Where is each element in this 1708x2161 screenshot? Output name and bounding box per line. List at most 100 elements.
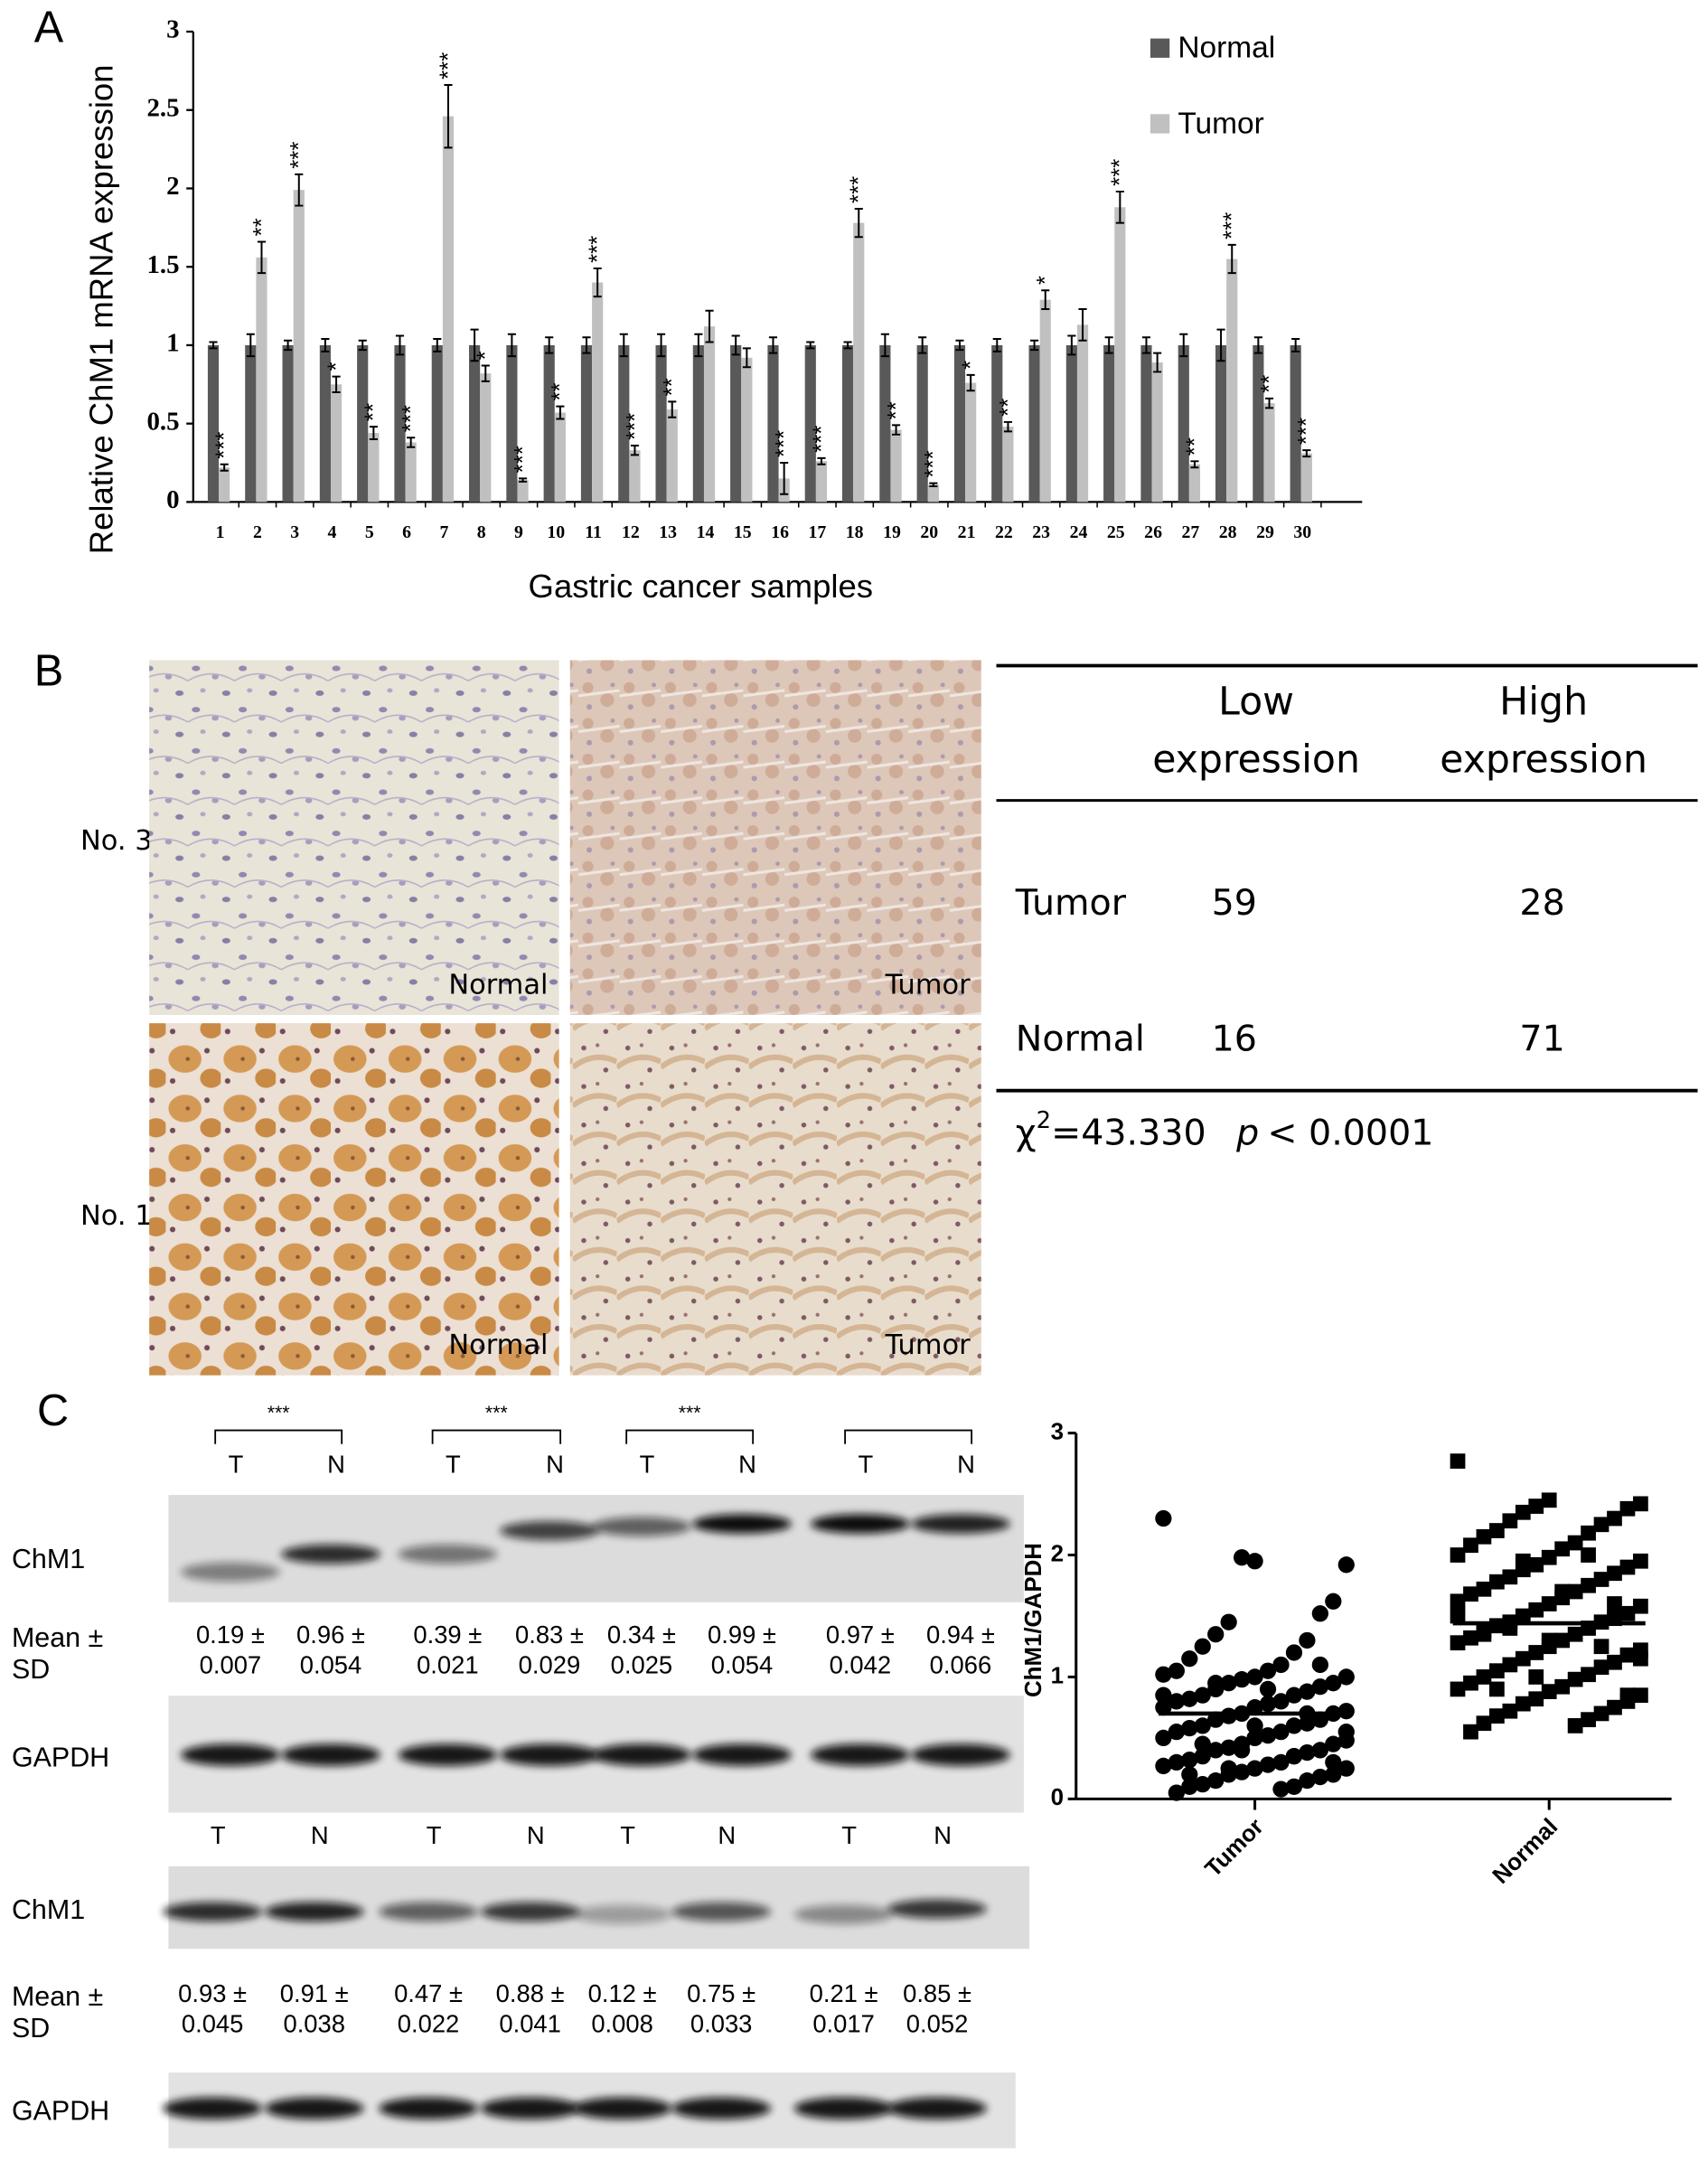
point bbox=[1155, 1729, 1172, 1747]
point bbox=[1299, 1631, 1316, 1649]
point bbox=[1502, 1569, 1518, 1585]
bar bbox=[953, 344, 966, 503]
point bbox=[1541, 1492, 1557, 1508]
point bbox=[1194, 1717, 1211, 1734]
significance-label: * bbox=[324, 362, 349, 371]
point bbox=[1567, 1718, 1583, 1733]
quant-value: 0.042 bbox=[830, 1651, 892, 1679]
lane-label: T bbox=[620, 1821, 635, 1849]
blot-band bbox=[592, 1517, 691, 1536]
point bbox=[1463, 1586, 1478, 1602]
quant-value: 0.39 ± bbox=[413, 1621, 482, 1649]
blot-band bbox=[692, 1514, 792, 1534]
lane-label: N bbox=[546, 1450, 564, 1478]
blot-band bbox=[398, 1743, 498, 1766]
bar bbox=[506, 344, 518, 503]
x-tick-label: 4 bbox=[328, 522, 337, 542]
lane-label: T bbox=[841, 1821, 857, 1849]
quant-value: 0.94 ± bbox=[926, 1621, 995, 1649]
legend-swatch bbox=[1150, 114, 1170, 134]
point bbox=[1593, 1659, 1609, 1676]
point bbox=[1476, 1626, 1492, 1642]
point bbox=[1194, 1735, 1211, 1752]
error-bar bbox=[1104, 336, 1113, 354]
point bbox=[1476, 1528, 1492, 1545]
bar bbox=[1065, 344, 1077, 503]
point bbox=[1607, 1565, 1622, 1582]
point bbox=[1299, 1683, 1316, 1700]
lane-label: N bbox=[311, 1821, 329, 1849]
y-tick-label: 2.5 bbox=[146, 93, 179, 122]
bar bbox=[293, 190, 305, 503]
y-tick-label: 1 bbox=[166, 329, 179, 358]
point bbox=[1246, 1717, 1263, 1734]
point bbox=[1633, 1687, 1648, 1704]
x-tick-label: 12 bbox=[622, 522, 640, 542]
point bbox=[1285, 1687, 1303, 1704]
quant-value: 0.47 ± bbox=[394, 1979, 463, 2007]
comparison-bracket bbox=[844, 1429, 973, 1444]
point bbox=[1311, 1678, 1328, 1696]
bar bbox=[1039, 299, 1051, 503]
error-bar bbox=[395, 334, 405, 356]
quant-value: 0.91 ± bbox=[280, 1979, 349, 2007]
point bbox=[1168, 1724, 1185, 1741]
bar bbox=[618, 344, 630, 503]
blot-band bbox=[281, 1743, 380, 1766]
point bbox=[1285, 1778, 1303, 1795]
blot-band bbox=[793, 1904, 894, 1924]
point bbox=[1155, 1757, 1172, 1775]
quant-value: 0.066 bbox=[930, 1651, 992, 1679]
error-bar bbox=[619, 333, 628, 358]
bar bbox=[282, 344, 294, 503]
bar bbox=[730, 344, 742, 503]
point bbox=[1181, 1752, 1198, 1769]
point bbox=[1515, 1650, 1531, 1667]
x-tick-label: 23 bbox=[1032, 522, 1050, 542]
point bbox=[1246, 1668, 1263, 1686]
point bbox=[1311, 1605, 1328, 1622]
point bbox=[1581, 1525, 1596, 1541]
point bbox=[1325, 1766, 1342, 1783]
bar bbox=[692, 344, 704, 503]
point bbox=[1259, 1680, 1277, 1698]
quant-value: 0.34 ± bbox=[607, 1621, 676, 1649]
point bbox=[1450, 1635, 1466, 1651]
point bbox=[1489, 1523, 1505, 1538]
quant-value: 0.96 ± bbox=[296, 1621, 365, 1649]
x-tick-label: 10 bbox=[547, 522, 565, 542]
error-bar bbox=[433, 338, 442, 352]
bar bbox=[469, 344, 481, 503]
row-label: No. 3 bbox=[80, 825, 153, 857]
bar bbox=[890, 429, 902, 503]
point bbox=[1541, 1549, 1557, 1565]
legend-label: Normal bbox=[1178, 32, 1275, 65]
bar bbox=[580, 344, 593, 503]
point bbox=[1168, 1662, 1185, 1679]
point bbox=[1194, 1776, 1211, 1793]
quant-value: 0.052 bbox=[906, 2010, 969, 2038]
lane-label: N bbox=[718, 1821, 736, 1849]
point bbox=[1246, 1760, 1263, 1777]
bar bbox=[1140, 344, 1152, 503]
y-tick-label: 2 bbox=[166, 172, 179, 201]
bar bbox=[1263, 403, 1275, 503]
error-bar bbox=[1302, 449, 1311, 458]
point bbox=[1181, 1778, 1198, 1795]
x-tick-label: 13 bbox=[659, 522, 677, 542]
point bbox=[1450, 1547, 1466, 1563]
point bbox=[1325, 1675, 1342, 1692]
error-bar bbox=[1216, 328, 1225, 362]
point bbox=[1502, 1703, 1518, 1719]
point bbox=[1607, 1699, 1622, 1715]
point bbox=[1272, 1753, 1290, 1771]
blot-band bbox=[480, 1902, 580, 1921]
bar bbox=[815, 461, 828, 503]
point bbox=[1337, 1760, 1355, 1777]
blot-band bbox=[692, 1743, 792, 1766]
point bbox=[1450, 1453, 1466, 1469]
point bbox=[1489, 1681, 1505, 1697]
y-tick-label: 2 bbox=[1051, 1541, 1064, 1566]
point bbox=[1207, 1626, 1225, 1643]
point bbox=[1593, 1572, 1609, 1587]
